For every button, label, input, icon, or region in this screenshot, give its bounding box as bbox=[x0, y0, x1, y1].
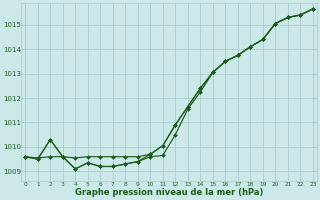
X-axis label: Graphe pression niveau de la mer (hPa): Graphe pression niveau de la mer (hPa) bbox=[75, 188, 263, 197]
